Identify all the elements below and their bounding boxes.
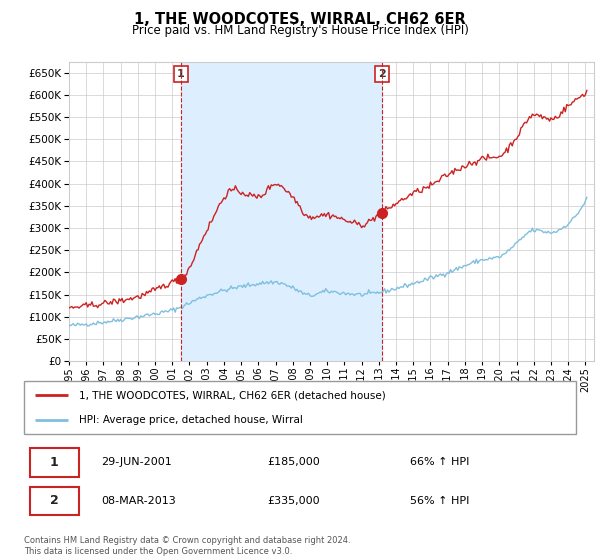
Text: £335,000: £335,000 <box>267 496 320 506</box>
FancyBboxPatch shape <box>24 381 576 434</box>
Text: 1, THE WOODCOTES, WIRRAL, CH62 6ER: 1, THE WOODCOTES, WIRRAL, CH62 6ER <box>134 12 466 27</box>
Text: £185,000: £185,000 <box>267 458 320 468</box>
Text: 56% ↑ HPI: 56% ↑ HPI <box>410 496 470 506</box>
Text: HPI: Average price, detached house, Wirral: HPI: Average price, detached house, Wirr… <box>79 414 303 424</box>
Text: 08-MAR-2013: 08-MAR-2013 <box>101 496 176 506</box>
Text: Price paid vs. HM Land Registry's House Price Index (HPI): Price paid vs. HM Land Registry's House … <box>131 24 469 36</box>
Text: Contains HM Land Registry data © Crown copyright and database right 2024.
This d: Contains HM Land Registry data © Crown c… <box>24 536 350 556</box>
Text: 1: 1 <box>50 456 59 469</box>
Text: 1: 1 <box>177 69 185 79</box>
Text: 2: 2 <box>379 69 386 79</box>
Bar <box>181 62 382 361</box>
Text: 66% ↑ HPI: 66% ↑ HPI <box>410 458 470 468</box>
Text: 1, THE WOODCOTES, WIRRAL, CH62 6ER (detached house): 1, THE WOODCOTES, WIRRAL, CH62 6ER (deta… <box>79 390 386 400</box>
FancyBboxPatch shape <box>29 487 79 515</box>
FancyBboxPatch shape <box>29 449 79 477</box>
Text: 2: 2 <box>50 494 59 507</box>
Text: 29-JUN-2001: 29-JUN-2001 <box>101 458 172 468</box>
